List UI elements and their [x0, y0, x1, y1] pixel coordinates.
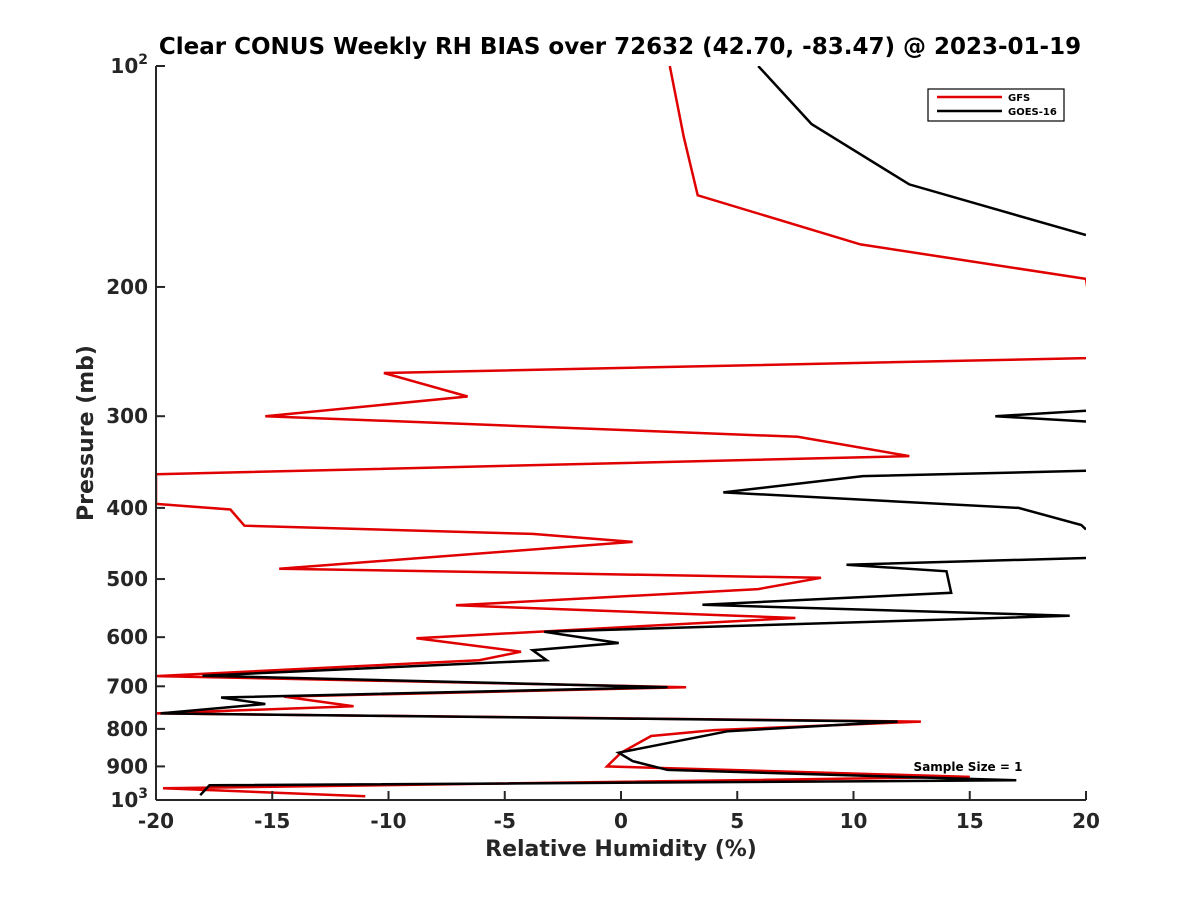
y-tick-label: 500	[106, 567, 148, 591]
series-line-goes16-segment-3	[160, 556, 1086, 797]
x-ticks: -20 -15 -10 -5 0 5 10 15 20	[138, 791, 1100, 833]
x-tick-label: 5	[730, 809, 744, 833]
legend-box	[927, 88, 1065, 122]
x-tick-label: 15	[956, 809, 984, 833]
y-ticks: 102 200 300 400 500 600 700 800 900 103	[106, 52, 165, 812]
plot-area: -20 -15 -10 -5 0 5 10 15 20 102 200 300 400 500 600 70…	[106, 52, 1100, 833]
y-tick-label: 900	[106, 754, 148, 778]
series-line-goes16-segment-2	[723, 469, 1086, 531]
y-tick-label: 700	[106, 674, 148, 698]
y-tick-label: 800	[106, 717, 148, 741]
y-tick-label: 103	[110, 786, 148, 812]
x-tick-label: -5	[494, 809, 516, 833]
legend-label-goes16: GOES-16	[1008, 107, 1057, 118]
y-tick-label: 400	[106, 496, 148, 520]
series-layer	[156, 66, 1086, 798]
y-tick-label: 300	[106, 404, 148, 428]
y-tick-label: 102	[110, 52, 148, 78]
x-tick-label: -15	[254, 809, 290, 833]
y-axis-label: Pressure (mb)	[74, 345, 99, 521]
legend-label-gfs: GFS	[1008, 93, 1030, 104]
series-line-goes16-segment-1	[995, 409, 1086, 423]
series-line-goes16	[757, 66, 1086, 237]
x-tick-label: 0	[614, 809, 628, 833]
sample-size-annotation: Sample Size = 1	[914, 760, 1023, 774]
legend: GFS GOES-16	[927, 88, 1065, 122]
x-tick-label: -20	[138, 809, 174, 833]
x-axis-label: Relative Humidity (%)	[485, 837, 757, 862]
x-tick-label: 10	[840, 809, 868, 833]
y-tick-label: 200	[106, 275, 148, 299]
y-tick-label: 600	[106, 625, 148, 649]
x-tick-label: -10	[370, 809, 406, 833]
chart-title: Clear CONUS Weekly RH BIAS over 72632 (4…	[159, 34, 1081, 60]
x-tick-label: 20	[1072, 809, 1100, 833]
